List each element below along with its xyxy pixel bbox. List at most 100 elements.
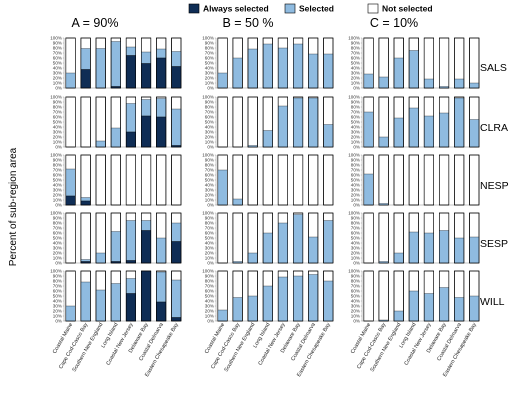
y-tick-label: 40%: [351, 241, 360, 246]
y-tick-label: 20%: [351, 135, 360, 140]
bar-selected: [156, 237, 167, 264]
bar-selected: [80, 48, 91, 70]
y-tick-label: 70%: [205, 168, 214, 173]
bar-outline: [308, 154, 319, 206]
panel-c10-nesp: 0%10%20%30%40%50%60%70%80%90%100%: [348, 153, 480, 208]
bar-selected: [323, 220, 334, 264]
bar-not-selected: [110, 154, 121, 206]
bar-outline: [80, 37, 91, 89]
y-tick-label: 70%: [205, 110, 214, 115]
bar-outline: [141, 212, 152, 264]
bar-selected: [217, 169, 228, 206]
bar-outline: [171, 212, 182, 264]
bar-outline: [65, 96, 76, 148]
bar-outline: [277, 37, 289, 89]
y-tick-label: 80%: [351, 163, 360, 168]
bar-selected: [378, 76, 389, 89]
y-tick-label: 80%: [351, 221, 360, 226]
panel-c10-sals: 0%10%20%30%40%50%60%70%80%90%100%: [348, 36, 480, 91]
y-tick-label: 20%: [351, 251, 360, 256]
bar-outline: [469, 270, 480, 322]
bar-always-selected: [126, 55, 136, 89]
y-tick-label: 50%: [351, 178, 360, 183]
bar-selected: [454, 97, 465, 148]
bar-not-selected: [171, 154, 182, 206]
bar-selected: [171, 222, 182, 242]
bar-selected: [293, 97, 303, 148]
bar-always-selected: [126, 293, 136, 322]
bar-outline: [292, 154, 304, 206]
bar-not-selected: [363, 270, 374, 322]
bar-selected: [247, 252, 258, 264]
bar-selected: [156, 98, 167, 118]
bar-not-selected: [308, 154, 319, 206]
bar-outline: [141, 37, 152, 89]
y-tick-label: 30%: [351, 304, 360, 309]
bar-outline: [141, 96, 152, 148]
bar-outline: [323, 96, 334, 148]
bar-selected: [110, 127, 121, 148]
y-tick-label: 20%: [205, 193, 214, 198]
y-tick-label: 40%: [53, 183, 62, 188]
row-label-sesp: SESP: [480, 238, 508, 250]
bar-outline: [217, 270, 228, 322]
bar-selected: [278, 105, 288, 148]
bar-selected: [141, 220, 151, 231]
bar-selected: [408, 107, 419, 148]
bar-not-selected: [469, 154, 480, 206]
bar-not-selected: [438, 37, 450, 89]
y-tick-label: 60%: [351, 56, 360, 61]
bar-selected: [469, 119, 480, 148]
bar-outline: [247, 154, 258, 206]
bar-outline: [292, 270, 304, 322]
y-tick-label: 0%: [55, 203, 62, 208]
y-tick-label: 70%: [205, 226, 214, 231]
y-tick-label: 0%: [55, 319, 62, 324]
y-tick-label: 100%: [50, 269, 62, 274]
bar-selected: [278, 222, 288, 264]
bar-selected: [171, 51, 182, 67]
y-tick-label: 40%: [205, 66, 214, 71]
bar-outline: [95, 270, 106, 322]
y-tick-label: 0%: [207, 319, 214, 324]
bar-outline: [292, 212, 304, 264]
bar-outline: [65, 37, 76, 89]
y-tick-label: 50%: [351, 294, 360, 299]
bar-outline: [438, 96, 450, 148]
bar-selected: [323, 53, 334, 89]
bar-outline: [378, 96, 389, 148]
bar-outline: [423, 212, 435, 264]
row-label-nesp: NESP: [480, 180, 509, 192]
bar-not-selected: [217, 96, 228, 148]
bar-outline: [95, 154, 106, 206]
y-tick-label: 40%: [205, 183, 214, 188]
column-title-a: A = 90%: [72, 16, 119, 30]
bar-outline: [363, 212, 374, 264]
bar-always-selected: [126, 260, 136, 264]
bar-outline: [262, 37, 273, 89]
y-tick-label: 10%: [205, 256, 214, 261]
bar-selected: [293, 275, 303, 322]
legend-label-not-selected: Not selected: [382, 4, 433, 14]
y-tick-label: 90%: [205, 216, 214, 221]
bar-selected: [308, 53, 319, 89]
bar-outline: [171, 270, 182, 322]
y-tick-label: 20%: [53, 309, 62, 314]
y-tick-label: 70%: [351, 168, 360, 173]
y-tick-label: 0%: [353, 145, 360, 150]
bar-outline: [378, 154, 389, 206]
bar-selected: [80, 197, 91, 202]
bar-outline: [363, 270, 374, 322]
bar-always-selected: [171, 66, 182, 89]
y-tick-label: 20%: [205, 76, 214, 81]
category-label: Southern New England: [72, 322, 105, 373]
row-label-clra: CLRA: [480, 122, 508, 134]
bar-not-selected: [454, 154, 465, 206]
bar-outline: [125, 96, 136, 148]
bar-outline: [393, 37, 404, 89]
bar-selected: [262, 130, 273, 148]
panel-a90-sesp: 0%10%20%30%40%50%60%70%80%90%100%: [50, 211, 182, 266]
y-tick-label: 50%: [53, 120, 62, 125]
y-tick-label: 60%: [53, 289, 62, 294]
bar-outline: [156, 37, 167, 89]
